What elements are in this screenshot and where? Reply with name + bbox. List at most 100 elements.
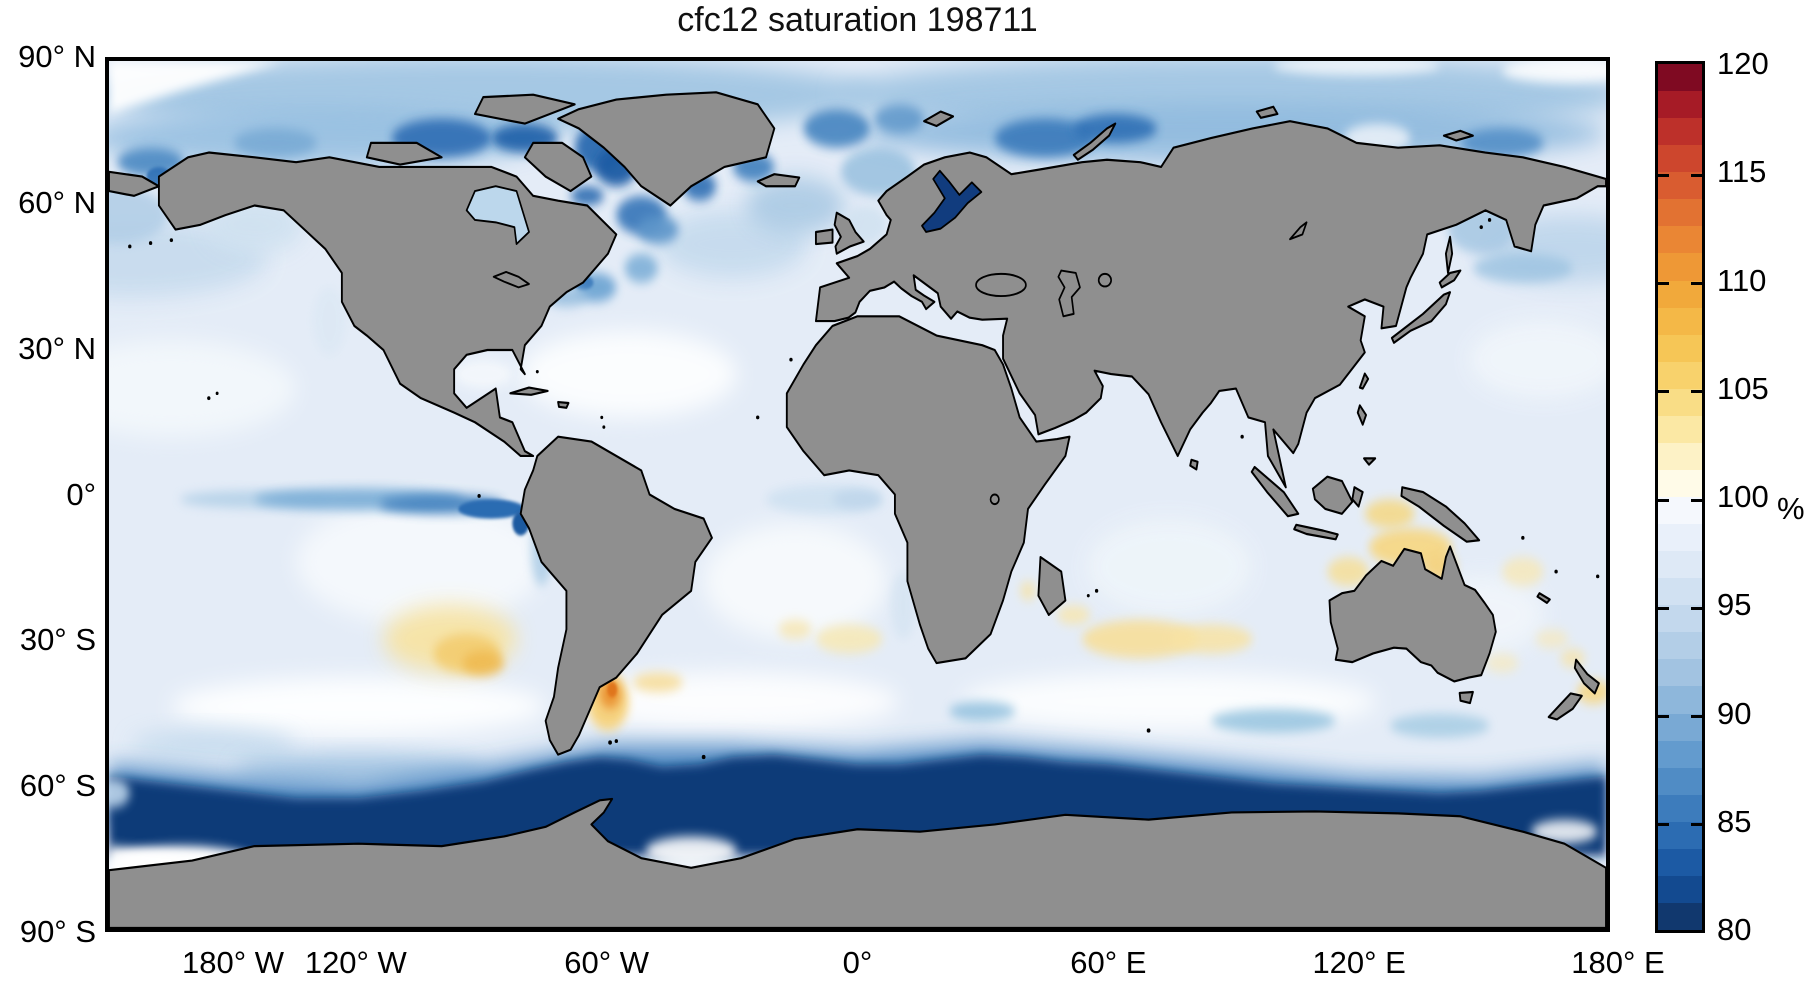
field-patch-sepac-white bbox=[296, 499, 546, 625]
field-patch-norfolk-yellow bbox=[1535, 629, 1569, 649]
falkland-icon bbox=[614, 739, 618, 744]
colorbar-segment bbox=[1658, 415, 1702, 443]
colorbar-segment bbox=[1658, 91, 1702, 119]
java bbox=[1293, 523, 1339, 541]
colorbar-tick-label: 105 bbox=[1717, 370, 1769, 406]
field-patch-spac-midlat bbox=[129, 730, 297, 760]
chukotka-west bbox=[109, 170, 160, 197]
baltic-sea bbox=[921, 169, 983, 233]
colorbar-segment bbox=[1658, 442, 1702, 470]
field-patch-aus-teal bbox=[1389, 713, 1490, 738]
field-patch-npac-gyre-white bbox=[109, 340, 297, 437]
field-patch-hudson-strait bbox=[570, 186, 604, 206]
aral-sea bbox=[1097, 272, 1112, 288]
victoria-island bbox=[365, 141, 443, 166]
lake-baikal bbox=[1289, 221, 1308, 241]
great-lakes bbox=[492, 271, 530, 289]
field-patch-weddell-white bbox=[645, 836, 737, 866]
south-america bbox=[519, 435, 713, 756]
field-patch-eq-pac-dark bbox=[458, 499, 525, 519]
galapagos-icon bbox=[477, 494, 481, 498]
colorbar-tick-mark bbox=[1658, 715, 1669, 718]
y-tick-label: 90° N bbox=[18, 39, 96, 74]
field-patch-spac-40s-white bbox=[171, 677, 546, 736]
antilles-icon bbox=[600, 415, 604, 420]
taiwan bbox=[1358, 372, 1370, 390]
hudson-bay bbox=[465, 185, 530, 245]
field-patch-madagascar-yellow bbox=[1057, 605, 1091, 625]
aleutian-icon bbox=[148, 241, 153, 245]
inland-water-layer bbox=[465, 169, 1308, 506]
reunion-icon bbox=[1086, 593, 1090, 598]
colorbar-segment bbox=[1658, 280, 1702, 308]
map-plot-area bbox=[105, 57, 1610, 932]
chart-title: cfc12 saturation 198711 bbox=[677, 1, 1038, 39]
lake-victoria bbox=[989, 493, 1000, 506]
solomon-icon bbox=[1521, 535, 1525, 540]
philippines-luzon bbox=[1356, 404, 1367, 426]
x-tick-label: 60° E bbox=[1070, 945, 1147, 980]
philippines-mindanao bbox=[1363, 457, 1377, 466]
colorbar-tick-mark bbox=[1658, 823, 1669, 827]
tasmania bbox=[1458, 690, 1474, 705]
vanuatu-icon bbox=[1554, 569, 1558, 574]
field-patch-coral-yellow bbox=[1502, 557, 1544, 587]
field-patch-kara-dark2 bbox=[1073, 113, 1157, 143]
north-america bbox=[157, 151, 618, 458]
colorbar-segment bbox=[1658, 307, 1702, 335]
colorbar-segment bbox=[1658, 172, 1702, 200]
colorbar-segment bbox=[1658, 848, 1702, 876]
sri-lanka bbox=[1189, 458, 1199, 471]
colorbar-tick-label: 110 bbox=[1717, 262, 1767, 298]
colorbar-segment bbox=[1658, 686, 1702, 714]
colorbar-segment bbox=[1658, 740, 1702, 768]
colorbar-segment bbox=[1658, 794, 1702, 822]
field-patch-agulhas-teal bbox=[948, 701, 1016, 721]
colorbar-segment bbox=[1658, 713, 1702, 741]
colorbar-tick-mark bbox=[1658, 173, 1669, 177]
svalbard bbox=[923, 110, 955, 128]
field-patch-sind-yellow2 bbox=[1169, 624, 1253, 654]
field-patch-beaufort-dark bbox=[233, 128, 317, 158]
field-patch-nwshelf-yellow bbox=[1327, 557, 1369, 587]
colorbar-segment bbox=[1658, 388, 1702, 416]
field-patch-gulf-mexico bbox=[454, 359, 513, 389]
y-tick-label: 60° N bbox=[18, 184, 96, 220]
x-tick-label: 120° W bbox=[304, 945, 407, 980]
y-tick-label: 30° N bbox=[18, 330, 96, 366]
sulawesi bbox=[1351, 486, 1364, 508]
new-zealand-south bbox=[1547, 692, 1583, 721]
field-patch-sind-yellow bbox=[1082, 619, 1199, 659]
colorbar-tick-mark bbox=[1691, 498, 1702, 502]
colorbar-segment bbox=[1658, 64, 1702, 92]
field-patch-sind-teal bbox=[1210, 708, 1336, 733]
field-patch-chukchi-dark bbox=[117, 147, 184, 177]
field-patch-newfoundland bbox=[624, 253, 658, 283]
mauritius-icon bbox=[1094, 588, 1099, 593]
field-patch-labrador-2 bbox=[637, 215, 679, 245]
x-tick-label: 120° E bbox=[1312, 945, 1406, 980]
madagascar bbox=[1037, 556, 1067, 617]
aleutian-icon bbox=[128, 244, 132, 249]
colorbar-segment bbox=[1658, 497, 1702, 525]
new-zealand-north bbox=[1573, 658, 1600, 695]
field-patch-pole-white-e2 bbox=[1502, 61, 1606, 83]
black-sea bbox=[975, 272, 1027, 298]
colorbar-tick-mark bbox=[1691, 390, 1702, 394]
colorbar-segment bbox=[1658, 334, 1702, 362]
colorbar-segment bbox=[1658, 632, 1702, 660]
hispaniola bbox=[557, 400, 570, 409]
colorbar-unit-label: % bbox=[1777, 491, 1805, 526]
fiji-icon bbox=[1596, 574, 1600, 579]
colorbar-tick-label: 80 bbox=[1717, 912, 1752, 947]
colorbar-segment bbox=[1658, 605, 1702, 633]
field-patch-kara-dark bbox=[994, 118, 1095, 158]
borneo bbox=[1311, 475, 1354, 515]
field-patch-esib-dark bbox=[1460, 128, 1544, 158]
y-tick-label: 60° S bbox=[19, 768, 96, 804]
colorbar-tick-mark bbox=[1691, 606, 1702, 610]
colorbar-tick-label: 95 bbox=[1717, 587, 1752, 623]
field-patch-ind-central-white bbox=[1086, 518, 1253, 615]
africa bbox=[785, 315, 1071, 665]
